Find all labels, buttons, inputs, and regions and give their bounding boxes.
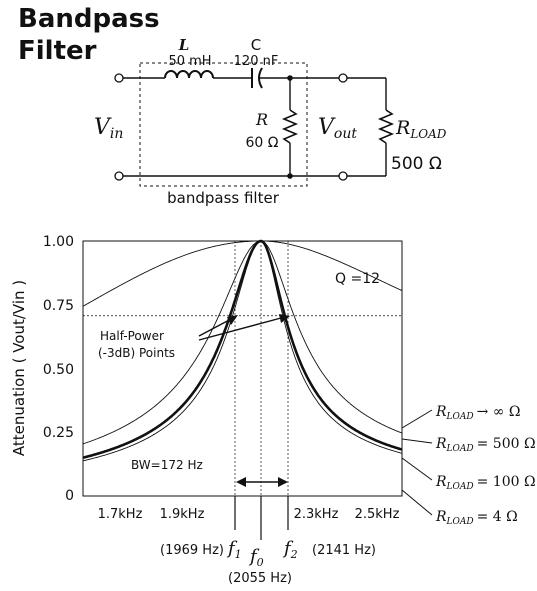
x-tick-label: 1.7kHz [98, 507, 143, 522]
title-line-2: Filter [18, 36, 97, 66]
legend-leader-inf [401, 409, 433, 429]
title-line-1: Bandpass [18, 4, 160, 34]
filter-box-label: bandpass filter [167, 189, 280, 207]
legend-leader-100 [401, 457, 433, 481]
legend-leader-500 [401, 438, 433, 444]
vin-label: Vin [94, 115, 123, 142]
resistor-value: 60 Ω [246, 135, 279, 151]
x-tick-label: 2.3kHz [294, 507, 339, 522]
plot-frame [82, 240, 403, 497]
output-terminal-top [338, 73, 348, 83]
q-annotation: Q =12 [335, 271, 380, 287]
curves [82, 239, 403, 462]
filter-box [139, 62, 308, 187]
circuit-diagram [122, 62, 395, 187]
resistor-symbol [281, 109, 299, 144]
x-tick-label: 2.5kHz [355, 507, 400, 522]
legend-entry-4: RLOAD = 4 Ω [435, 509, 518, 527]
series-line-3 [82, 240, 403, 307]
y-axis-label: Attenuation ( Vout/Vin ) [10, 280, 28, 456]
resistor-symbol-label: R [255, 110, 268, 129]
series-line-1 [82, 239, 403, 459]
series-line-2 [82, 240, 403, 445]
f0-label: f0 [248, 546, 264, 569]
grid [83, 241, 402, 496]
capacitor-value: 120 nF [234, 54, 279, 69]
load-value: 500 Ω [391, 154, 442, 174]
legend-entry-inf: RLOAD → ∞ Ω [435, 404, 521, 422]
output-terminal-bottom [338, 171, 348, 181]
half-power-label-1: Half-Power [100, 329, 164, 343]
bandwidth-arrowhead-right [278, 477, 288, 487]
inductor-value: 50 mH [168, 54, 211, 69]
y-tick-label: 0.25 [43, 425, 74, 441]
half-power-arrow-1 [198, 317, 234, 337]
capacitor-symbol-label: C [251, 36, 261, 54]
half-power-arrow-2 [198, 317, 282, 341]
half-power-label-2: (-3dB) Points [98, 346, 175, 360]
chart: Attenuation ( Vout/Vin ) 1.00 0.75 0.50 … [10, 234, 536, 586]
f2-hz-label: (2141 Hz) [312, 543, 376, 558]
load-resistor-symbol [377, 109, 395, 144]
legend: RLOAD → ∞ Ω RLOAD = 500 Ω RLOAD = 100 Ω RLO… [401, 404, 536, 527]
junction-node-bottom [287, 173, 293, 179]
x-tick-label: 1.9kHz [160, 507, 205, 522]
f0-hz-label: (2055 Hz) [228, 571, 292, 586]
y-tick-label: 0.50 [43, 362, 74, 378]
bandwidth-arrowhead-left [236, 477, 246, 487]
half-power-arrowhead-1 [227, 315, 238, 325]
legend-entry-100: RLOAD = 100 Ω [435, 474, 536, 492]
f2-label: f2 [282, 538, 298, 561]
junction-node-top [287, 75, 293, 81]
bandwidth-label: BW=172 Hz [131, 458, 203, 472]
legend-entry-500: RLOAD = 500 Ω [435, 436, 536, 454]
legend-leader-4 [401, 489, 433, 516]
inductor-symbol [164, 70, 214, 79]
input-terminal-top [114, 73, 124, 83]
inductor-symbol-label: L [178, 36, 190, 54]
y-tick-label: 0 [65, 488, 74, 504]
input-terminal-bottom [114, 171, 124, 181]
y-tick-label: 1.00 [43, 234, 74, 250]
vout-label: Vout [318, 115, 357, 142]
load-label: RLOAD [395, 117, 447, 141]
f1-label: f1 [226, 538, 242, 561]
half-power-arrowhead-2 [279, 314, 290, 323]
y-tick-label: 0.75 [43, 298, 74, 314]
f1-hz-label: (1969 Hz) [160, 543, 224, 558]
